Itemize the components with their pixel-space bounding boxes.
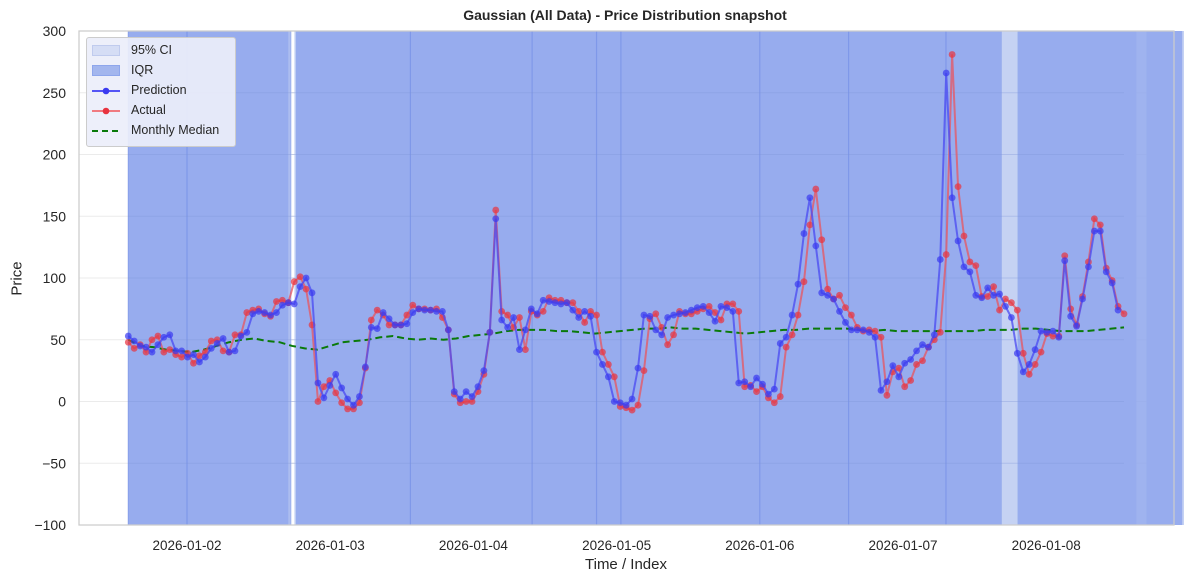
x-axis-label: Time / Index (585, 556, 667, 573)
svg-text:250: 250 (43, 85, 67, 101)
actual-line-marker-icon (92, 107, 120, 115)
x-axis-ticks: 2026-01-02 2026-01-03 2026-01-04 2026-01-05… (152, 538, 1080, 553)
ci-swatch-icon (92, 45, 120, 56)
svg-text:0: 0 (58, 394, 66, 410)
y-axis-label: Price (8, 261, 26, 296)
legend-item-ci: 95% CI (87, 41, 235, 61)
legend-item-prediction: Prediction (87, 81, 235, 101)
dashed-line-icon (92, 130, 120, 132)
chart-title: Gaussian (All Data) - Price Distribution… (463, 7, 787, 23)
monthly-median-line (127, 326, 1125, 354)
iqr-ci-bands (127, 30, 1184, 526)
legend-item-iqr: IQR (87, 61, 235, 81)
svg-text:200: 200 (43, 147, 67, 163)
svg-text:50: 50 (50, 332, 66, 348)
legend: 95% CI IQR Prediction Actual Monthly Med… (86, 37, 236, 147)
svg-text:300: 300 (43, 23, 67, 39)
plot-frame (78, 30, 1175, 526)
legend-item-monthly-median: Monthly Median (87, 121, 235, 141)
svg-text:2026-01-03: 2026-01-03 (296, 538, 365, 553)
svg-text:2026-01-04: 2026-01-04 (439, 538, 509, 553)
iqr-swatch-icon (92, 65, 120, 76)
prediction-series (124, 69, 1122, 409)
svg-text:150: 150 (43, 208, 67, 224)
svg-text:2026-01-08: 2026-01-08 (1012, 538, 1081, 553)
svg-text:2026-01-07: 2026-01-07 (868, 538, 937, 553)
svg-text:−100: −100 (34, 517, 66, 533)
legend-item-actual: Actual (87, 101, 235, 121)
svg-text:−50: −50 (42, 455, 66, 471)
svg-text:2026-01-05: 2026-01-05 (582, 538, 651, 553)
svg-text:100: 100 (43, 270, 67, 286)
prediction-line-marker-icon (92, 87, 120, 95)
y-axis-ticks: −100 −50 0 50 100 150 200 250 300 (34, 23, 66, 533)
svg-text:2026-01-06: 2026-01-06 (725, 538, 794, 553)
svg-text:2026-01-02: 2026-01-02 (152, 538, 221, 553)
